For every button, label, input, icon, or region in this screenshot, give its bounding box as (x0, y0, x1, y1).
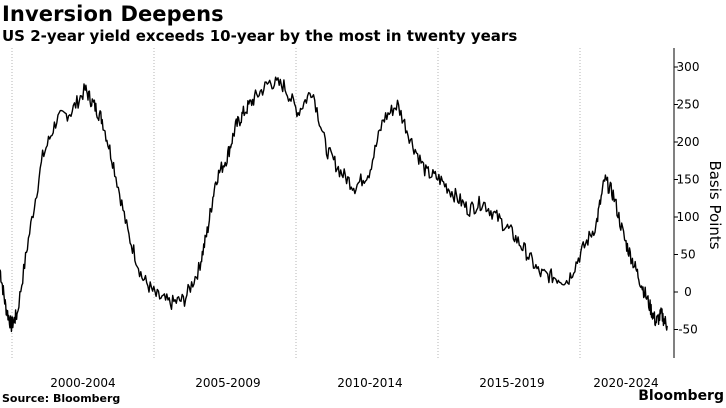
y-axis-label: Basis Points (706, 160, 724, 249)
y-tick-label: 200 (677, 135, 700, 149)
x-tick-label: 2020-2024 (593, 376, 658, 390)
bloomberg-logo: Bloomberg (638, 388, 724, 404)
y-tick-label: 300 (677, 60, 700, 74)
chart-subtitle: US 2-year yield exceeds 10-year by the m… (2, 27, 518, 45)
x-tick-label: 2015-2019 (479, 376, 544, 390)
source-note: Source: Bloomberg (2, 392, 121, 405)
gridlines (11, 48, 581, 358)
chart-title: Inversion Deepens (2, 2, 224, 26)
x-tick-label: 2010-2014 (337, 376, 402, 390)
y-tick-label: 150 (677, 173, 700, 187)
x-tick-label: 2000-2004 (50, 376, 115, 390)
y-tick-label: -50 (678, 323, 698, 337)
y-tick-label: 250 (677, 98, 700, 112)
y-tick-label: 100 (677, 210, 700, 224)
y-tick-label: 0 (684, 285, 692, 299)
x-axis-ticks: 2000-2004 2005-2009 2010-2014 2015-2019 2020… (50, 376, 658, 390)
yield-spread-line (0, 76, 668, 333)
y-tick-label: 50 (680, 248, 695, 262)
x-tick-label: 2005-2009 (195, 376, 260, 390)
y-axis-ticks: 300 250 200 150 100 50 0 -50 (674, 60, 699, 337)
